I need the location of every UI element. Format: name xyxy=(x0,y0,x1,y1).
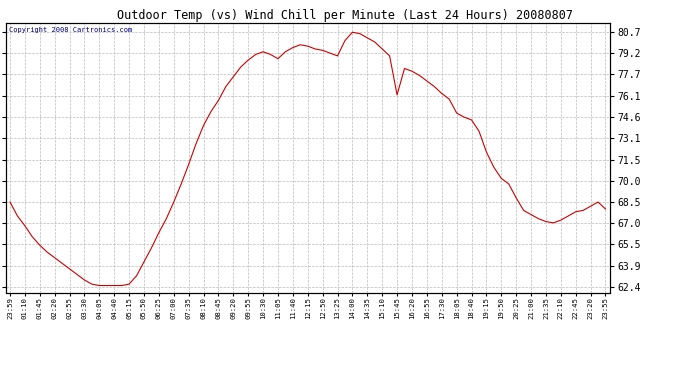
Text: Outdoor Temp (vs) Wind Chill per Minute (Last 24 Hours) 20080807: Outdoor Temp (vs) Wind Chill per Minute … xyxy=(117,9,573,22)
Text: Copyright 2008 Cartronics.com: Copyright 2008 Cartronics.com xyxy=(8,27,132,33)
